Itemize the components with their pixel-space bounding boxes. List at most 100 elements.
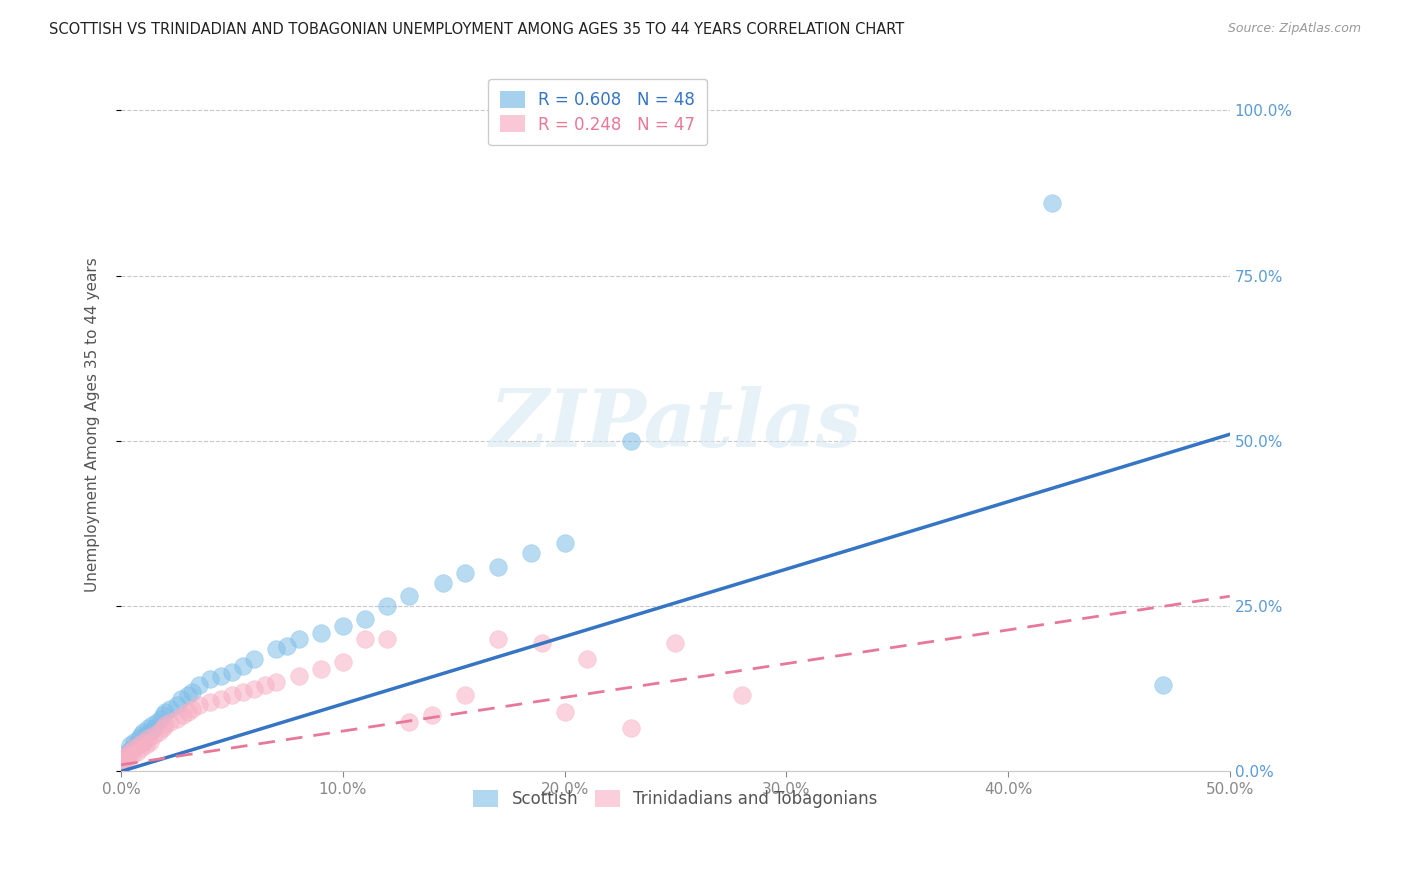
Point [375, 632, 398, 647]
Point [139, 734, 162, 748]
Point [187, 698, 209, 713]
Point [166, 698, 188, 713]
Point [129, 728, 152, 742]
Point [152, 722, 174, 736]
Point [354, 632, 377, 647]
Point [554, 705, 576, 719]
Point [172, 708, 194, 723]
Text: SCOTTISH VS TRINIDADIAN AND TOBAGONIAN UNEMPLOYMENT AMONG AGES 35 TO 44 YEARS CO: SCOTTISH VS TRINIDADIAN AND TOBAGONIAN U… [49, 22, 904, 37]
Point [276, 639, 298, 653]
Point [110, 757, 132, 772]
Point [375, 599, 398, 614]
Point [141, 718, 163, 732]
Point [287, 668, 309, 682]
Point [114, 747, 136, 762]
Point [209, 691, 232, 706]
Point [132, 734, 155, 748]
Point [454, 689, 477, 703]
Point [155, 718, 177, 732]
Point [128, 738, 150, 752]
Point [118, 738, 141, 752]
Point [575, 652, 598, 666]
Point [309, 625, 332, 640]
Point [486, 632, 509, 647]
Point [731, 689, 754, 703]
Point [166, 712, 188, 726]
Point [114, 751, 136, 765]
Point [432, 576, 454, 591]
Y-axis label: Unemployment Among Ages 35 to 44 years: Unemployment Among Ages 35 to 44 years [86, 257, 100, 591]
Point [118, 745, 141, 759]
Point [209, 668, 232, 682]
Point [232, 685, 254, 699]
Point [145, 714, 167, 729]
Point [143, 728, 166, 742]
Point [176, 689, 198, 703]
Point [332, 619, 354, 633]
Point [110, 755, 132, 769]
Point [287, 632, 309, 647]
Point [398, 589, 420, 603]
Point [531, 635, 554, 649]
Point [121, 741, 143, 756]
Point [155, 705, 177, 719]
Point [486, 559, 509, 574]
Point [136, 722, 159, 736]
Point [420, 708, 443, 723]
Point [243, 652, 266, 666]
Text: ZIPatlas: ZIPatlas [489, 385, 862, 463]
Point [354, 612, 377, 626]
Point [129, 741, 152, 756]
Point [332, 656, 354, 670]
Point [266, 642, 288, 657]
Point [232, 658, 254, 673]
Text: Source: ZipAtlas.com: Source: ZipAtlas.com [1227, 22, 1361, 36]
Legend: Scottish, Trinidadians and Tobagonians: Scottish, Trinidadians and Tobagonians [467, 783, 884, 815]
Point [181, 701, 204, 715]
Point [554, 536, 576, 550]
Point [150, 712, 173, 726]
Point [152, 708, 174, 723]
Point [243, 681, 266, 696]
Point [117, 751, 139, 765]
Point [221, 665, 243, 680]
Point [136, 731, 159, 746]
Point [520, 546, 543, 560]
Point [128, 731, 150, 746]
Point [117, 745, 139, 759]
Point [254, 678, 277, 692]
Point [620, 434, 643, 448]
Point [198, 672, 221, 686]
Point [121, 747, 143, 762]
Point [112, 755, 135, 769]
Point [664, 635, 686, 649]
Point [198, 695, 221, 709]
Point [159, 714, 181, 729]
Point [148, 724, 170, 739]
Point [139, 724, 162, 739]
Point [132, 734, 155, 748]
Point [159, 701, 181, 715]
Point [110, 747, 132, 762]
Point [266, 675, 288, 690]
Point [181, 685, 204, 699]
Point [176, 705, 198, 719]
Point [124, 741, 146, 756]
Point [135, 738, 157, 752]
Point [1040, 196, 1063, 211]
Point [132, 724, 155, 739]
Point [170, 691, 193, 706]
Point [454, 566, 477, 581]
Point [620, 722, 643, 736]
Point [187, 678, 209, 692]
Point [110, 751, 132, 765]
Point [125, 745, 148, 759]
Point [1152, 678, 1174, 692]
Point [221, 689, 243, 703]
Point [125, 738, 148, 752]
Point [398, 714, 420, 729]
Point [135, 728, 157, 742]
Point [143, 722, 166, 736]
Point [309, 662, 332, 676]
Point [124, 734, 146, 748]
